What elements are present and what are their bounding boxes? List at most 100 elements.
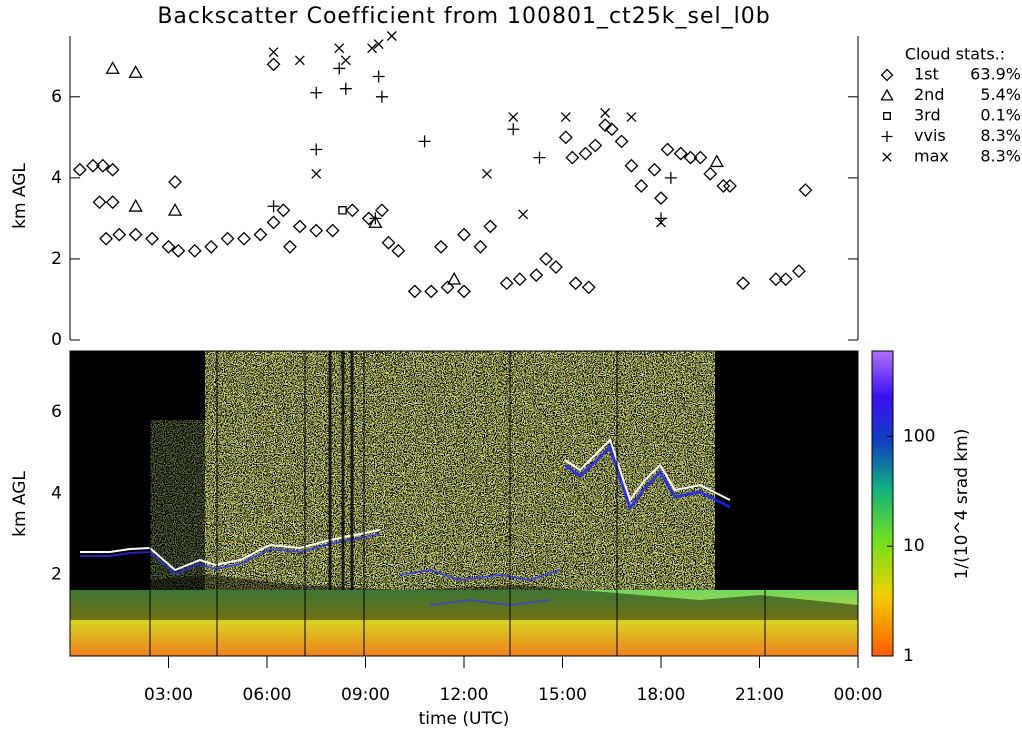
cloud-point [266, 215, 281, 230]
cloud-point [167, 202, 183, 216]
legend-name: 1st [914, 65, 939, 84]
legend-share: 8.3% [980, 147, 1021, 166]
cloud-point [339, 82, 352, 95]
cloud-point [598, 118, 613, 133]
cloud-point [373, 39, 384, 50]
y-tick-label: 2 [51, 249, 62, 269]
cloud-point [374, 203, 389, 218]
cloud-point [549, 260, 563, 274]
cloud-point [588, 138, 603, 153]
cloud-point [375, 90, 388, 103]
cloud-point [128, 198, 143, 212]
cloud-point [369, 212, 382, 225]
legend-share: 8.3% [980, 126, 1021, 145]
cloud-point [95, 158, 110, 173]
x-tick-label: 15:00 [538, 685, 587, 705]
cloud-point [457, 284, 471, 299]
cloud-point [624, 158, 639, 173]
cloud-point [507, 123, 520, 136]
chart-title: Backscatter Coefficient from 100801_ct25… [157, 4, 770, 29]
cloud-point [533, 151, 546, 164]
cloud-point [457, 227, 471, 242]
cloud-point [367, 43, 378, 54]
cloud-point [654, 191, 668, 206]
cloud-point [778, 272, 793, 287]
cloud-point [187, 243, 202, 258]
cloud-point [171, 243, 186, 258]
cloud-point [647, 162, 662, 177]
cloud-point [253, 227, 268, 242]
cloud-point [600, 108, 611, 118]
colorbar-tick-label: 10 [903, 536, 925, 556]
cloud-point [311, 168, 322, 179]
cloud-point [558, 130, 573, 145]
cloud-point [626, 112, 637, 123]
legend-title: Cloud stats.: [905, 45, 1005, 64]
cloud-point [294, 55, 305, 66]
y-tick-label: 6 [51, 402, 62, 422]
cloud-point [204, 239, 219, 254]
cloud-point [99, 231, 114, 246]
legend-name: max [914, 147, 949, 166]
cloud-point [310, 143, 323, 156]
cloud-point [310, 86, 323, 99]
cloud-point [483, 219, 498, 234]
cloud-point [361, 211, 376, 226]
cloud-point [736, 276, 751, 291]
cloud-point [723, 179, 737, 193]
cloud-point [656, 217, 666, 228]
colorbar-tick-label: 100 [903, 426, 935, 446]
cloud-point [581, 280, 596, 295]
legend-marker [881, 131, 893, 142]
cloud-point [283, 239, 297, 254]
cloud-point [508, 112, 519, 123]
legend-marker [880, 68, 894, 82]
cloud-point [709, 154, 724, 168]
x-tick-label: 06:00 [243, 685, 292, 705]
cloud-point [325, 223, 340, 238]
legend-share: 63.9% [970, 65, 1021, 84]
cloud-point [268, 47, 279, 58]
cloud-point [703, 166, 718, 181]
cloud-point [768, 272, 783, 287]
cloud-point [333, 62, 346, 75]
cloud-point [334, 43, 345, 54]
colorbar-tick-label: 1 [903, 646, 914, 666]
cloud-point [673, 146, 688, 161]
cloud-point [664, 171, 677, 184]
cloud-point [368, 215, 383, 228]
cloud-point [309, 223, 324, 238]
x-tick-label: 00:00 [834, 685, 883, 705]
cloud-point [539, 252, 554, 266]
cloud-point [499, 276, 514, 291]
cloud-point [340, 55, 351, 66]
cloud-point [86, 158, 100, 173]
cloud-point [634, 179, 649, 193]
x-tick-label: 21:00 [735, 685, 784, 705]
cloud-point [391, 243, 406, 258]
cloud-point [338, 206, 347, 215]
cloud-point [292, 219, 307, 234]
cloud-point [128, 227, 143, 242]
cloud-point [266, 57, 281, 72]
cloud-point [482, 168, 492, 179]
cloud-point [105, 61, 120, 74]
x-tick-label: 12:00 [440, 685, 489, 705]
cloud-point [418, 135, 431, 148]
cloud-point [565, 150, 580, 165]
cloud-point [372, 70, 385, 83]
legend-marker [882, 152, 892, 162]
cloud-point [407, 284, 422, 299]
cloud-point [434, 239, 448, 254]
cloud-point [447, 271, 462, 285]
cloud-point [220, 231, 235, 246]
cloud-point [276, 203, 291, 218]
cloud-point [128, 65, 143, 78]
x-tick-label: 09:00 [341, 685, 390, 705]
cloud-point [112, 227, 127, 242]
cloud-point [683, 150, 698, 165]
cloud-point [267, 200, 280, 213]
cloud-point [440, 280, 455, 295]
